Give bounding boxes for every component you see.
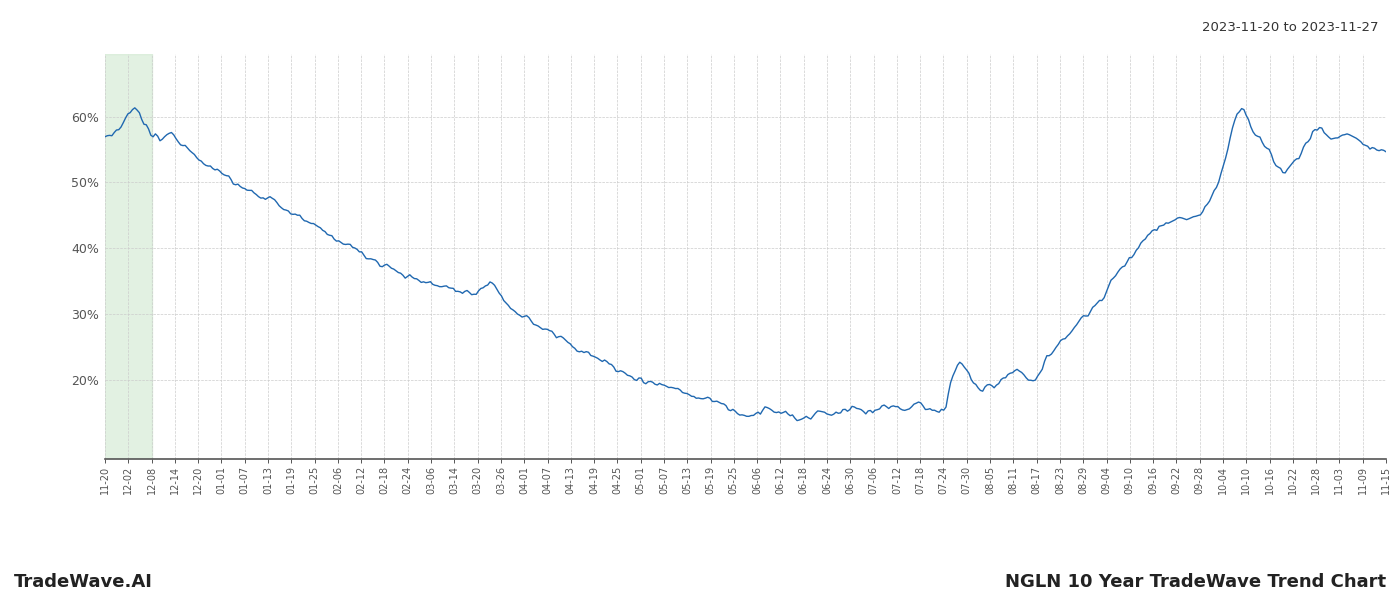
Text: 2023-11-20 to 2023-11-27: 2023-11-20 to 2023-11-27 — [1203, 21, 1379, 34]
Bar — [104, 54, 151, 459]
Text: NGLN 10 Year TradeWave Trend Chart: NGLN 10 Year TradeWave Trend Chart — [1005, 573, 1386, 591]
Text: TradeWave.AI: TradeWave.AI — [14, 573, 153, 591]
